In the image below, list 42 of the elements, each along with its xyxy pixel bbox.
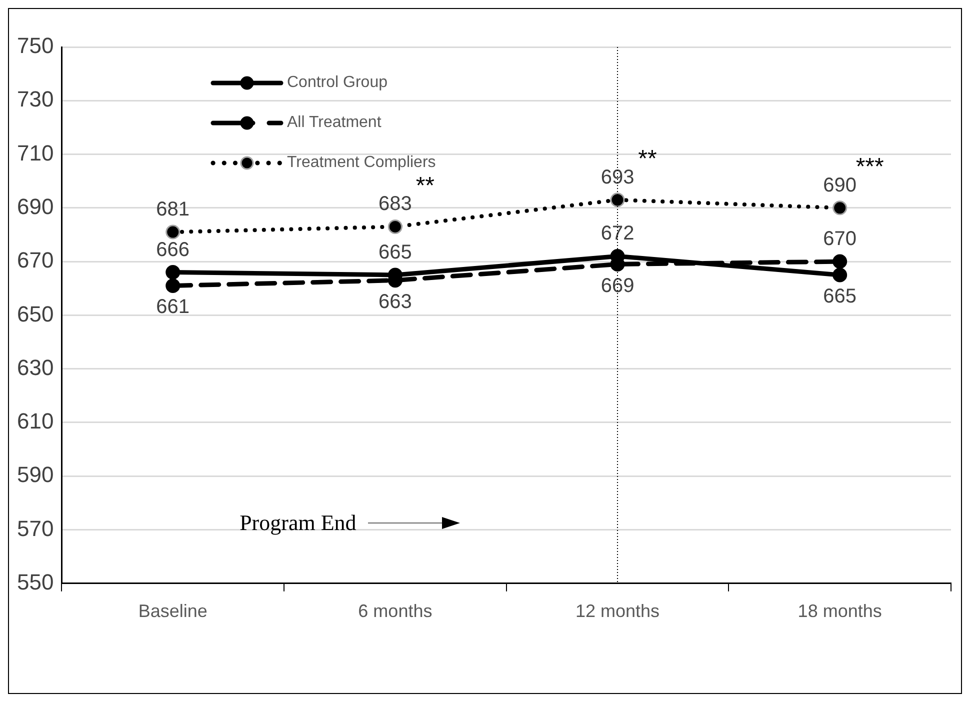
legend-label: Control Group bbox=[287, 74, 388, 92]
y-tick-label: 750 bbox=[16, 33, 54, 58]
point bbox=[832, 268, 848, 282]
legend-label: All Treatment bbox=[287, 114, 382, 132]
point bbox=[388, 219, 402, 234]
y-tick-label: 610 bbox=[16, 408, 54, 434]
annotation: Program End bbox=[240, 510, 356, 536]
data-label: 693 bbox=[600, 166, 634, 188]
y-tick-label: 630 bbox=[16, 354, 54, 380]
data-label: 665 bbox=[823, 285, 857, 308]
point bbox=[832, 254, 848, 269]
point bbox=[610, 192, 625, 208]
y-tick-label: 650 bbox=[16, 301, 54, 326]
data-label: 663 bbox=[378, 290, 412, 313]
y-tick-label: 590 bbox=[16, 462, 54, 488]
data-label: 670 bbox=[823, 228, 857, 250]
y-tick-label: 690 bbox=[16, 194, 54, 219]
y-tick-label: 730 bbox=[16, 86, 54, 112]
y-tick-label: 710 bbox=[16, 140, 54, 166]
x-tick-label: 12 months bbox=[575, 601, 660, 622]
point bbox=[832, 200, 848, 216]
point bbox=[166, 278, 180, 293]
y-tick-label: 570 bbox=[16, 516, 54, 541]
x-tick-label: Baseline bbox=[138, 601, 208, 622]
x-tick-label: 18 months bbox=[798, 601, 882, 622]
data-label: 666 bbox=[156, 238, 190, 261]
point bbox=[166, 224, 180, 240]
y-tick-label: 550 bbox=[16, 569, 54, 594]
data-label: 681 bbox=[156, 198, 190, 221]
data-label: 669 bbox=[600, 274, 634, 297]
point bbox=[166, 265, 180, 280]
x-tick-label: 6 months bbox=[358, 601, 432, 622]
data-label: 665 bbox=[378, 241, 412, 264]
data-label: 672 bbox=[600, 222, 634, 245]
data-label: 683 bbox=[378, 193, 412, 216]
annotation: ** bbox=[416, 172, 435, 200]
legend-label: Treatment Compliers bbox=[287, 154, 436, 172]
data-label: 690 bbox=[823, 174, 857, 196]
annotation: *** bbox=[856, 154, 884, 181]
annotation: ** bbox=[638, 146, 657, 172]
data-label: 661 bbox=[156, 296, 190, 318]
y-tick-label: 670 bbox=[16, 248, 54, 273]
